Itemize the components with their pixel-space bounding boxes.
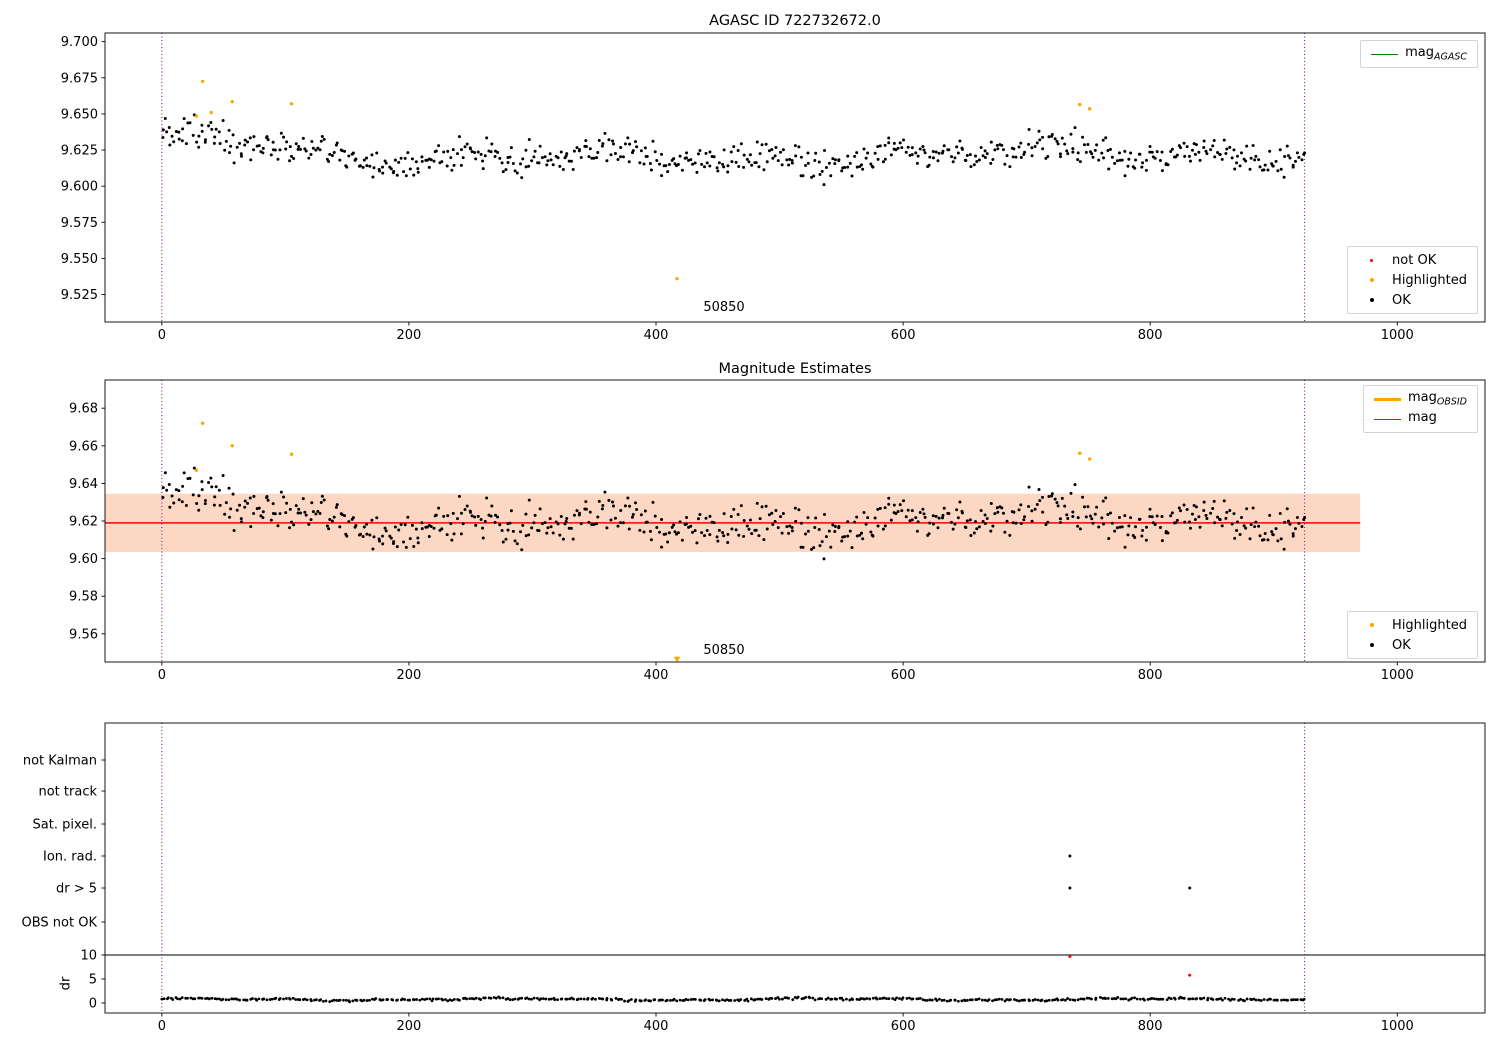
agasc-ok-scatter — [161, 113, 1307, 187]
flag-category-label: not track — [38, 785, 97, 800]
agasc-highlighted-scatter — [194, 79, 1092, 281]
x-tick-label: 0 — [158, 1019, 166, 1034]
legend-label: magAGASC — [1405, 45, 1467, 63]
y-tick-label: 9.625 — [61, 144, 98, 159]
ok-dot-swatch — [1358, 298, 1385, 302]
not-ok-scatter — [1068, 954, 1192, 977]
y-tick-label: 9.56 — [69, 627, 98, 642]
plot2-legend-bottom: Highlighted OK — [1347, 611, 1478, 659]
dr-tick-label: 10 — [80, 949, 97, 964]
plot1-obsid-annotation: 50850 — [703, 300, 745, 315]
y-tick-label: 9.66 — [69, 439, 98, 454]
not-ok-dot-swatch — [1358, 258, 1385, 262]
legend-label: Highlighted — [1392, 617, 1467, 633]
plot2-legend-top: magOBSID mag — [1362, 385, 1478, 433]
highlighted-dot-swatch — [1358, 623, 1385, 627]
axes-frame — [104, 722, 1486, 1014]
x-tick-label: 200 — [397, 668, 422, 683]
ok-dot-swatch — [1358, 643, 1385, 647]
x-tick-label: 1000 — [1381, 1019, 1414, 1034]
x-tick-label: 400 — [644, 328, 669, 343]
y-tick-label: 9.68 — [69, 402, 98, 417]
legend-label: OK — [1392, 637, 1411, 653]
flag-category-label: OBS not OK — [22, 915, 98, 930]
dr-tick-label: 0 — [89, 996, 97, 1011]
legend-item-mag-obsid: magOBSID — [1373, 390, 1467, 408]
estimates-ok-scatter — [161, 466, 1307, 561]
flag-category-label: Sat. pixel. — [33, 818, 97, 833]
legend-item-ok: OK — [1358, 292, 1467, 308]
x-tick-label: 600 — [891, 328, 916, 343]
highlighted-dot-swatch — [1358, 278, 1385, 282]
y-tick-label: 9.650 — [61, 107, 98, 122]
mag-agasc-line-swatch — [1371, 53, 1399, 55]
x-tick-label: 0 — [158, 668, 166, 683]
x-tick-label: 1000 — [1381, 328, 1414, 343]
x-tick-label: 200 — [397, 328, 422, 343]
dr-tick-label: 5 — [89, 972, 97, 987]
y-tick-label: 9.60 — [69, 552, 98, 567]
x-tick-label: 800 — [1138, 328, 1163, 343]
y-tick-label: 9.58 — [69, 590, 98, 605]
legend-label: OK — [1392, 292, 1411, 308]
flag-event-scatter — [1068, 854, 1192, 890]
flag-category-label: not Kalman — [23, 754, 97, 769]
legend-item-not-ok: not OK — [1358, 252, 1467, 268]
plot1-legend-bottom: not OK Highlighted OK — [1347, 246, 1478, 314]
legend-item-mag-agasc: magAGASC — [1371, 45, 1467, 63]
legend-label: mag — [1407, 410, 1437, 426]
plot1-title: AGASC ID 722732672.0 — [709, 13, 881, 29]
flag-category-label: Ion. rad. — [43, 849, 97, 864]
legend-label: not OK — [1392, 252, 1437, 268]
y-tick-label: 9.62 — [69, 515, 98, 530]
x-tick-label: 0 — [158, 328, 166, 343]
agasc-plot: 0 200 400 600 800 1000 9.700 9.675 9.650 9.625 9.6… — [61, 32, 1486, 343]
legend-item-highlighted: Highlighted — [1358, 617, 1467, 633]
x-tick-label: 200 — [397, 1019, 422, 1034]
plot1-legend-top: magAGASC — [1360, 40, 1478, 68]
y-tick-label: 9.600 — [61, 180, 98, 195]
legend-item-mag: mag — [1373, 410, 1467, 427]
legend-label: Highlighted — [1392, 272, 1467, 288]
estimates-highlighted-scatter — [194, 421, 1092, 472]
y-tick-label: 9.700 — [61, 35, 98, 50]
x-tick-label: 400 — [644, 1019, 669, 1034]
y-tick-label: 9.575 — [61, 216, 98, 231]
axes-frame — [104, 32, 1486, 323]
flags-plot: 0 200 400 600 800 1000 not Kalman not track Sat.… — [22, 722, 1486, 1034]
plot2-obsid-annotation: 50850 — [703, 643, 745, 658]
mag-line-swatch — [1373, 418, 1401, 420]
dr-scatter — [160, 995, 1306, 1004]
x-tick-label: 600 — [891, 1019, 916, 1034]
legend-item-ok: OK — [1358, 637, 1467, 653]
y-tick-label: 9.550 — [61, 252, 98, 267]
legend-item-highlighted: Highlighted — [1358, 272, 1467, 288]
x-tick-label: 600 — [891, 668, 916, 683]
dr-axis-label: dr — [58, 976, 74, 991]
legend-label: magOBSID — [1407, 390, 1467, 408]
y-tick-label: 9.675 — [61, 71, 98, 86]
y-tick-label: 9.64 — [69, 477, 98, 492]
clipped-point-marker — [673, 656, 681, 663]
x-tick-label: 400 — [644, 668, 669, 683]
x-tick-label: 800 — [1138, 1019, 1163, 1034]
flag-category-label: dr > 5 — [56, 882, 97, 897]
plot2-title: Magnitude Estimates — [718, 361, 872, 377]
y-tick-label: 9.525 — [61, 288, 98, 303]
x-tick-label: 800 — [1138, 668, 1163, 683]
estimates-plot: 0 200 400 600 800 1000 9.68 9.66 9.64 9.62 9.60 9.5… — [69, 379, 1486, 683]
mag-obsid-line-swatch — [1373, 397, 1401, 401]
x-tick-label: 1000 — [1381, 668, 1414, 683]
